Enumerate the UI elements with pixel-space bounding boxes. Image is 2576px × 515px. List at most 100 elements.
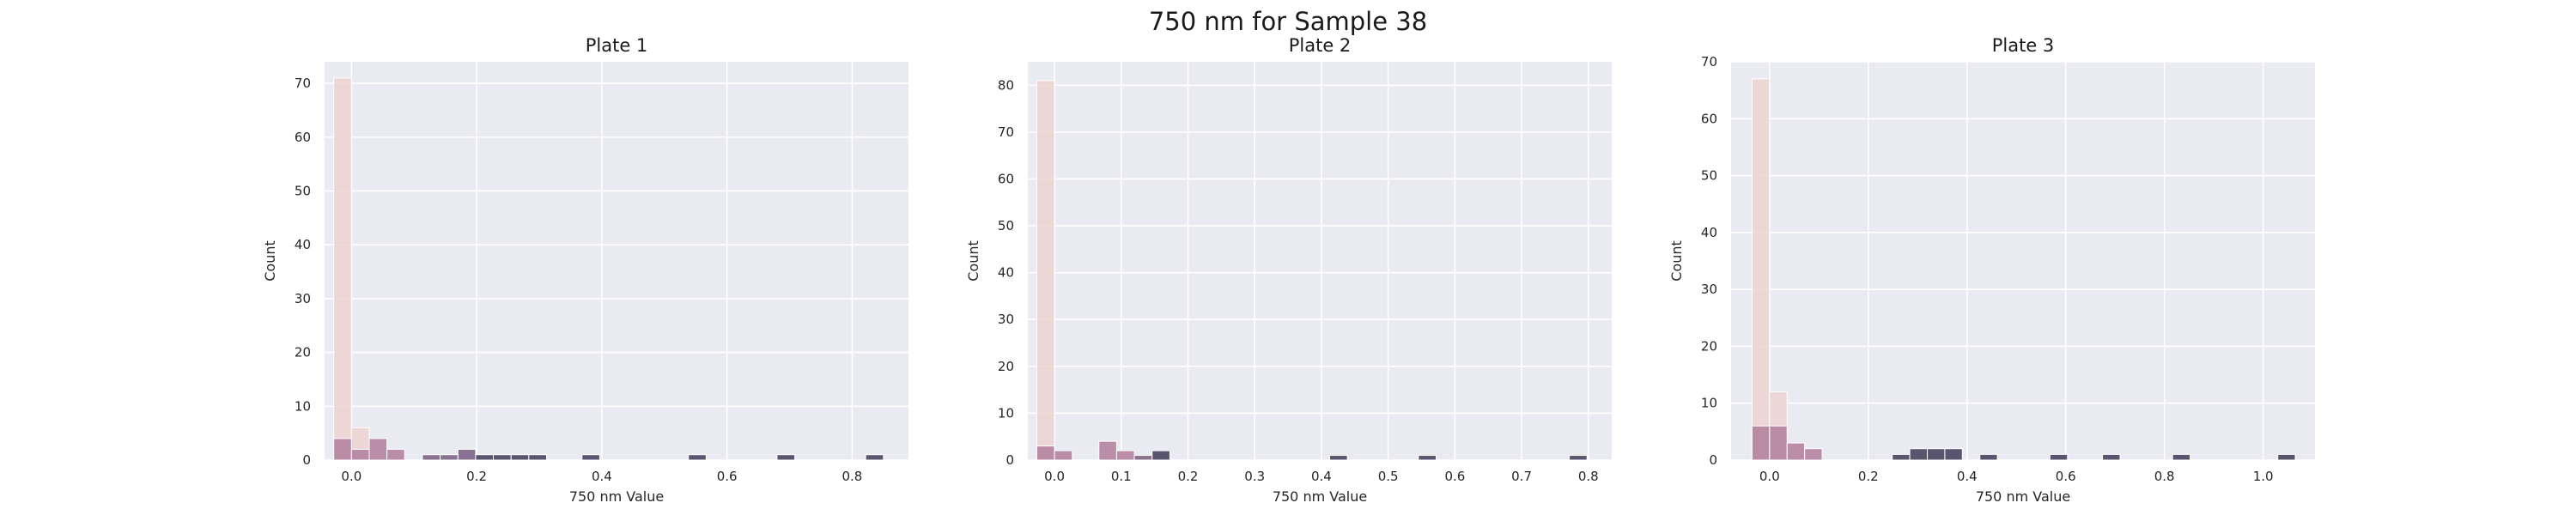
y-tick-label: 20	[1701, 338, 1717, 354]
y-axis-label: Count	[1668, 240, 1685, 282]
histogram-bar	[1151, 450, 1170, 461]
plot-area	[325, 62, 908, 460]
histogram-bar	[333, 438, 352, 461]
histogram-bar	[1036, 445, 1055, 461]
histogram-bar	[457, 448, 477, 461]
x-tick-label: 0.4	[1957, 469, 1978, 484]
y-tick-label: 30	[1701, 282, 1717, 297]
x-tick-label: 0.8	[2154, 469, 2175, 484]
plate-panel-2: 0.0 0.1 0.2 0.3 0.4 0.5 0.6 0.7 0.8 0 10 20 30 40 50 60…	[965, 35, 1612, 505]
histogram-bar	[1751, 78, 1771, 461]
histogram-bar	[1036, 80, 1055, 461]
panel-title: Plate 2	[1289, 35, 1352, 56]
y-tick-label: 50	[295, 183, 311, 198]
x-tick-label: 0.2	[1858, 469, 1879, 484]
x-tick-label: 0.8	[841, 469, 862, 484]
plate-panel-1: 0.0 0.2 0.4 0.6 0.8 0 10 20 30 40 50 60 70 Plate 1 750…	[262, 35, 908, 505]
y-tick-label: 30	[998, 312, 1014, 327]
y-tick-label: 0	[1709, 452, 1717, 468]
y-axis-label: Count	[262, 240, 278, 282]
x-tick-label: 0.6	[2056, 469, 2076, 484]
y-tick-label: 0	[302, 452, 311, 468]
histogram-bar	[475, 454, 495, 461]
histogram-bar	[1944, 448, 1963, 461]
histogram-bar	[1769, 425, 1788, 461]
histogram-bar	[1751, 425, 1771, 461]
panel-title: Plate 1	[586, 35, 648, 56]
plot-area	[1028, 62, 1612, 460]
x-tick-label: 0.4	[592, 469, 612, 484]
histogram-bar	[440, 454, 459, 461]
x-tick-label: 0.4	[1311, 469, 1332, 484]
plate-panel-3: 0.0 0.2 0.4 0.6 0.8 1.0 0 10 20 30 40 50 60 70 Plate 3…	[1668, 35, 2315, 505]
histogram-bar	[865, 454, 884, 461]
y-tick-label: 70	[998, 124, 1014, 140]
histogram-bar	[2049, 453, 2069, 461]
x-axis-label: 750 nm Value	[1273, 488, 1367, 505]
y-tick-label: 50	[998, 218, 1014, 233]
histogram-bar	[333, 77, 352, 461]
x-tick-label: 0.8	[1578, 469, 1599, 484]
y-tick-label: 60	[295, 130, 311, 145]
y-tick-label: 10	[998, 405, 1014, 421]
x-axis-label: 750 nm Value	[1976, 488, 2070, 505]
panel-title: Plate 3	[1992, 35, 2055, 56]
x-tick-label: 0.6	[1444, 469, 1465, 484]
histogram-bar	[2102, 453, 2121, 461]
histogram-bar	[1133, 455, 1153, 461]
histogram-bar	[1892, 453, 1911, 461]
histogram-bar	[1569, 455, 1588, 461]
y-tick-label: 70	[1701, 54, 1717, 70]
histogram-bar	[776, 454, 796, 461]
histogram-bar	[368, 438, 388, 461]
plot-area	[1731, 62, 2315, 460]
x-tick-label: 0.1	[1111, 469, 1132, 484]
y-tick-label: 70	[295, 76, 311, 91]
y-tick-label: 60	[1701, 111, 1717, 126]
y-tick-label: 40	[295, 237, 311, 252]
x-tick-label: 0.5	[1378, 469, 1399, 484]
x-tick-label: 0.3	[1244, 469, 1265, 484]
y-tick-label: 20	[295, 345, 311, 360]
histogram-bar	[1054, 450, 1073, 461]
y-tick-label: 10	[1701, 396, 1717, 411]
histogram-bar	[2277, 453, 2296, 461]
histogram-bar	[528, 454, 547, 461]
figure-title: 750 nm for Sample 38	[1148, 7, 1428, 36]
histogram-bar	[386, 448, 405, 461]
y-tick-label: 50	[1701, 168, 1717, 184]
y-axis-label: Count	[965, 240, 981, 282]
y-tick-label: 40	[998, 265, 1014, 281]
y-tick-label: 40	[1701, 225, 1717, 240]
x-tick-label: 0.0	[341, 469, 361, 484]
histogram-bar	[1979, 453, 1998, 461]
histogram-bar	[1115, 450, 1135, 461]
histogram-bar	[350, 448, 370, 461]
histogram-bar	[1909, 448, 1929, 461]
histogram-bar	[510, 454, 530, 461]
histogram-bar	[581, 454, 600, 461]
histogram-bar	[1329, 455, 1348, 461]
histogram-bar	[2172, 453, 2191, 461]
x-tick-label: 1.0	[2253, 469, 2274, 484]
histogram-bar	[1418, 455, 1437, 461]
histogram-bar	[688, 454, 707, 461]
x-tick-label: 0.0	[1044, 469, 1065, 484]
x-axis-label: 750 nm Value	[569, 488, 664, 505]
histogram-bar	[1098, 440, 1117, 461]
x-tick-label: 0.7	[1511, 469, 1532, 484]
x-tick-label: 0.2	[1178, 469, 1199, 484]
x-tick-label: 0.6	[717, 469, 738, 484]
x-tick-label: 0.2	[466, 469, 487, 484]
y-tick-label: 30	[295, 291, 311, 306]
histogram-bar	[1786, 442, 1806, 461]
y-tick-label: 60	[998, 171, 1014, 186]
y-tick-label: 20	[998, 359, 1014, 374]
histogram-bar	[422, 454, 441, 461]
histogram-bar	[1804, 448, 1823, 461]
histogram-bar	[1927, 448, 1946, 461]
y-tick-label: 10	[295, 398, 311, 414]
histogram-bar	[493, 454, 512, 461]
x-tick-label: 0.0	[1759, 469, 1780, 484]
